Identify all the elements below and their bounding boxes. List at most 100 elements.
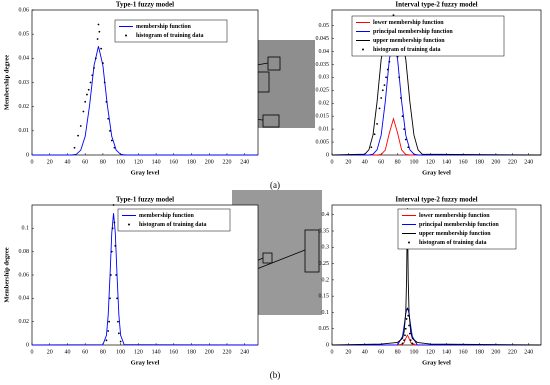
histogram-dot (109, 274, 112, 276)
histogram-dot (113, 146, 116, 149)
x-tick-label: 40 (362, 159, 368, 165)
legend-label: histogram of training data (136, 33, 204, 39)
histogram-dot (378, 107, 381, 110)
histogram-dot (381, 89, 384, 92)
histogram-dot (117, 332, 120, 335)
x-tick-label: 0 (31, 349, 34, 355)
x-tick-label: 40 (362, 349, 368, 355)
x-tick-label: 60 (82, 349, 88, 355)
x-tick-label: 140 (442, 349, 451, 355)
x-tick-label: 220 (508, 159, 517, 165)
histogram-dot (109, 129, 111, 132)
y-tick-label: 0.35 (319, 228, 330, 234)
x-tick-label: 100 (409, 159, 418, 165)
caption: (b) (270, 370, 281, 380)
histogram-dot (107, 330, 110, 332)
legend-swatch (125, 34, 127, 37)
histogram-dot (376, 123, 378, 125)
histogram-dot (405, 318, 408, 320)
x-tick-label: 240 (240, 349, 249, 355)
legend-label: membership function (139, 213, 194, 219)
histogram-dot (114, 244, 117, 247)
y-axis-label: Membership degree (3, 247, 10, 302)
caption: (a) (270, 180, 280, 190)
histogram-dot (411, 342, 414, 345)
histogram-dot (108, 320, 111, 323)
histogram-dot (109, 297, 111, 300)
histogram-dot (110, 250, 113, 253)
chart: Type-1 fuzzy model Gray level Membership d… (3, 1, 259, 176)
histogram-dot (84, 100, 87, 103)
y-tick-label: 0 (326, 342, 329, 348)
x-tick-label: 140 (152, 159, 161, 165)
x-tick-label: 180 (187, 349, 196, 355)
histogram-dot (93, 67, 95, 69)
histogram-dot (403, 128, 406, 131)
x-tick-label: 200 (205, 159, 214, 165)
chart: Interval type-2 fuzzy model Gray level 0 20… (319, 196, 542, 366)
x-tick-label: 80 (100, 159, 106, 165)
histogram-dot (110, 139, 113, 142)
y-tick-label: 0.01 (319, 126, 330, 132)
histogram-dot (97, 23, 100, 26)
chart-title: Interval type-2 fuzzy model (395, 1, 477, 9)
legend-label: upper membership function (419, 231, 491, 237)
legend-label: lower membership function (373, 20, 444, 26)
x-tick-label: 60 (82, 159, 88, 165)
x-tick-label: 220 (508, 349, 517, 355)
x-tick-label: 240 (524, 349, 533, 355)
series-line (31, 213, 259, 346)
histogram-dot (91, 74, 94, 77)
y-tick-label: 0.4 (322, 212, 330, 218)
chart: Interval type-2 fuzzy model Gray level 0 20… (316, 1, 542, 176)
x-tick-label: 20 (47, 349, 53, 355)
histogram-dot (117, 320, 119, 323)
y-tick-label: 0.08 (19, 249, 30, 255)
x-tick-label: 220 (222, 349, 231, 355)
x-tick-label: 80 (100, 349, 106, 355)
y-tick-label: 0.05 (319, 326, 330, 332)
legend-label: histogram of training data (373, 47, 441, 53)
x-tick-label: 20 (345, 349, 351, 355)
histogram-dot (100, 47, 103, 50)
legend-label: membership function (136, 24, 191, 30)
x-tick-label: 240 (240, 159, 249, 165)
series-line (32, 46, 258, 156)
y-tick-label: 0.06 (19, 7, 30, 13)
y-tick-label: 0.05 (19, 32, 30, 38)
chart-title: Type-1 fuzzy model (116, 196, 174, 204)
legend-label: histogram of training data (139, 222, 207, 228)
legend-swatch (128, 223, 130, 226)
histogram-dot (407, 314, 410, 317)
y-tick-label: 0.1 (322, 310, 330, 316)
y-tick-label: 0.01 (19, 128, 30, 134)
chart-title: Interval type-2 fuzzy model (395, 196, 477, 204)
y-tick-label: 0.04 (19, 56, 30, 62)
histogram-dot (370, 146, 373, 149)
series-line (332, 117, 541, 156)
y-tick-label: 0.035 (316, 62, 330, 68)
histogram-dot (73, 146, 76, 149)
x-tick-label: 200 (491, 349, 500, 355)
histogram-dot (404, 327, 407, 330)
histogram-dot (380, 97, 383, 99)
histogram-dot (113, 221, 116, 224)
legend-label: lower membership function (419, 213, 490, 219)
legend-swatch (362, 48, 364, 51)
histogram-dot (103, 81, 106, 84)
x-tick-label: 120 (134, 159, 143, 165)
histogram-dot (119, 340, 122, 343)
legend-label: principal membership function (373, 29, 453, 35)
roi-box (262, 114, 280, 128)
x-tick-label: 220 (222, 159, 231, 165)
histogram-dot (94, 57, 97, 60)
y-tick-label: 0.3 (322, 245, 330, 251)
histogram-dot (96, 38, 99, 40)
x-axis-label: Gray level (422, 359, 451, 366)
x-tick-label: 120 (426, 349, 435, 355)
histogram-dot (386, 68, 389, 71)
chart: Type-1 fuzzy model Gray level Membership d… (3, 196, 259, 366)
y-tick-label: 0 (326, 152, 329, 158)
legend (114, 19, 228, 43)
histogram-dot (398, 76, 401, 79)
